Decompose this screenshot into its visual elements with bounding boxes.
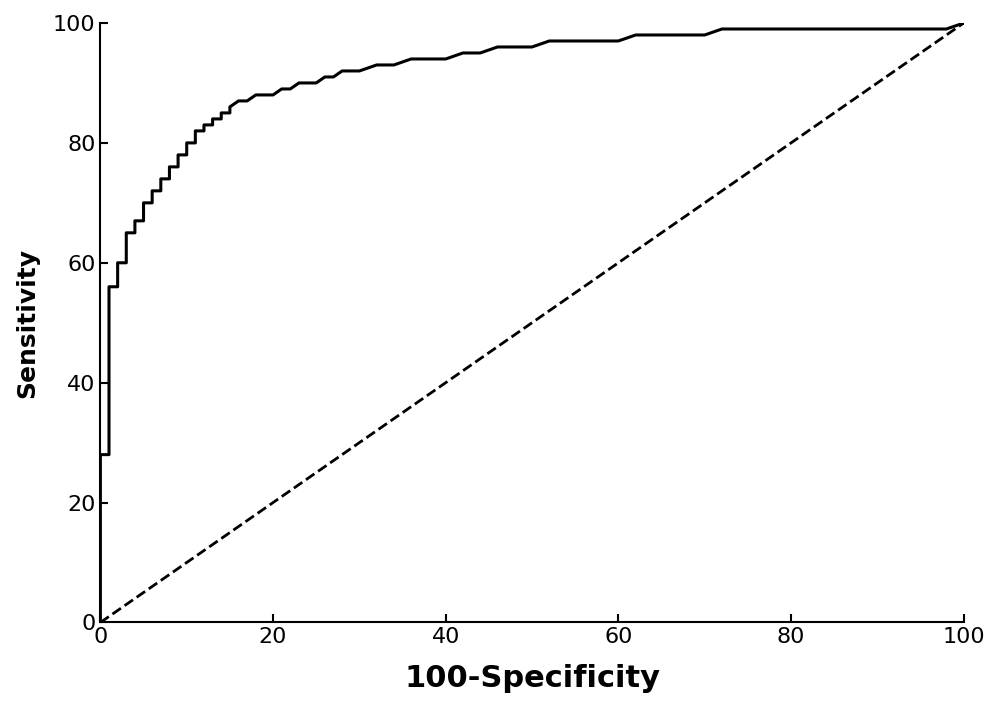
Y-axis label: Sensitivity: Sensitivity xyxy=(15,248,39,398)
X-axis label: 100-Specificity: 100-Specificity xyxy=(404,664,660,693)
